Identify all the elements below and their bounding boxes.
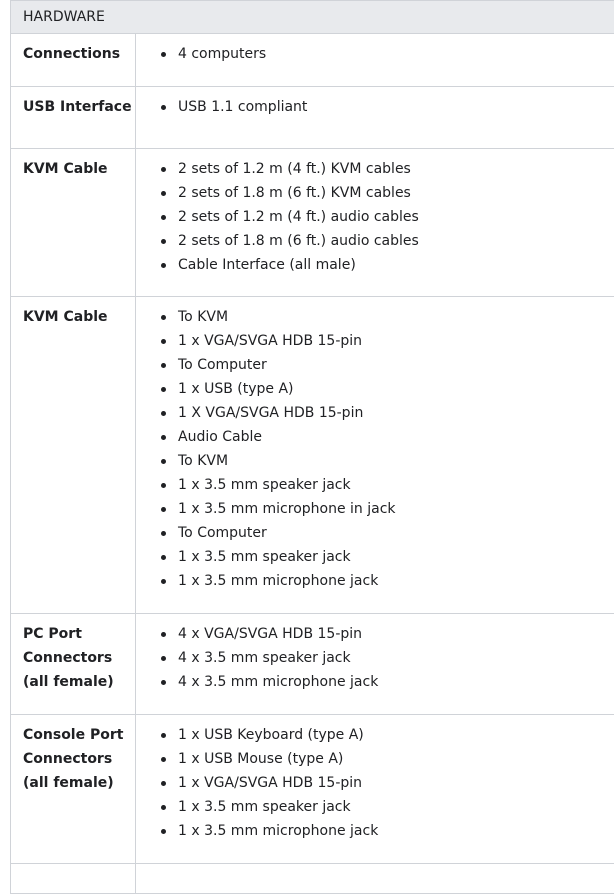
- bullet-list: 1 x USB Keyboard (type A)1 x USB Mouse (…: [136, 723, 614, 843]
- list-item: To Computer: [178, 353, 614, 377]
- row-label: KVM Cable: [11, 149, 136, 297]
- row-value: 4 computers: [136, 34, 614, 87]
- list-item: 1 x USB (type A): [178, 377, 614, 401]
- list-item: To KVM: [178, 305, 614, 329]
- list-item: 2 sets of 1.2 m (4 ft.) audio cables: [178, 205, 614, 229]
- list-item: 1 x USB Mouse (type A): [178, 747, 614, 771]
- list-item: 1 x 3.5 mm microphone in jack: [178, 497, 614, 521]
- table-row: USB Interface USB 1.1 compliant: [11, 87, 614, 149]
- row-label: Console Port Connectors (all female): [11, 715, 136, 864]
- list-item: 2 sets of 1.8 m (6 ft.) KVM cables: [178, 181, 614, 205]
- list-item: 1 x VGA/SVGA HDB 15-pin: [178, 771, 614, 795]
- list-item: USB 1.1 compliant: [178, 95, 614, 119]
- row-value: USB 1.1 compliant: [136, 87, 614, 149]
- row-label: PC Port Connectors (all female): [11, 614, 136, 715]
- list-item: 2 sets of 1.8 m (6 ft.) audio cables: [178, 229, 614, 253]
- row-label: USB Interface: [11, 87, 136, 149]
- list-item: 1 x 3.5 mm speaker jack: [178, 545, 614, 569]
- row-value: 1 x USB Keyboard (type A)1 x USB Mouse (…: [136, 715, 614, 864]
- list-item: 1 x VGA/SVGA HDB 15-pin: [178, 329, 614, 353]
- table-row: [11, 864, 614, 894]
- list-item: To KVM: [178, 449, 614, 473]
- row-label: KVM Cable: [11, 297, 136, 614]
- list-item: Audio Cable: [178, 425, 614, 449]
- list-item: 2 sets of 1.2 m (4 ft.) KVM cables: [178, 157, 614, 181]
- bullet-list: 4 computers: [136, 42, 614, 66]
- list-item: 1 x 3.5 mm microphone jack: [178, 819, 614, 843]
- row-value: [136, 864, 614, 894]
- list-item: 1 X VGA/SVGA HDB 15-pin: [178, 401, 614, 425]
- list-item: 4 x VGA/SVGA HDB 15-pin: [178, 622, 614, 646]
- bullet-list: USB 1.1 compliant: [136, 95, 614, 119]
- list-item: Cable Interface (all male): [178, 253, 614, 277]
- table-row: Connections 4 computers: [11, 34, 614, 87]
- table-row: Console Port Connectors (all female)1 x …: [11, 715, 614, 864]
- list-item: 1 x 3.5 mm speaker jack: [178, 795, 614, 819]
- list-item: 1 x USB Keyboard (type A): [178, 723, 614, 747]
- list-item: 1 x 3.5 mm speaker jack: [178, 473, 614, 497]
- hardware-spec-table: HARDWARE Connections 4 computers USB Inter…: [10, 0, 614, 894]
- row-label: Connections: [11, 34, 136, 87]
- list-item: 4 x 3.5 mm microphone jack: [178, 670, 614, 694]
- list-item: 4 computers: [178, 42, 614, 66]
- section-header: HARDWARE: [11, 1, 614, 34]
- list-item: 4 x 3.5 mm speaker jack: [178, 646, 614, 670]
- list-item: To Computer: [178, 521, 614, 545]
- list-item: 1 x 3.5 mm microphone jack: [178, 569, 614, 593]
- row-label: [11, 864, 136, 894]
- table-row: PC Port Connectors (all female)4 x VGA/S…: [11, 614, 614, 715]
